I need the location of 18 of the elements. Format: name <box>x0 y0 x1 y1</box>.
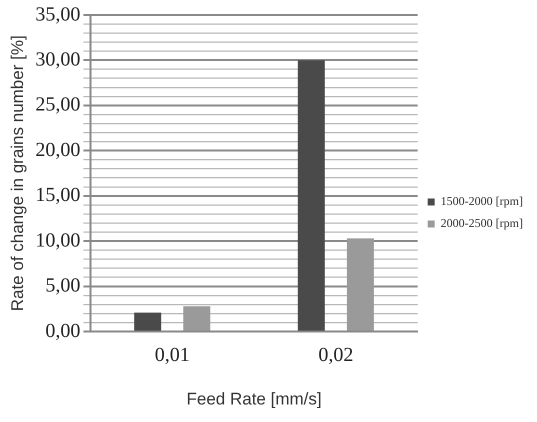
bar <box>134 312 162 331</box>
y-tick-label: 25,00 <box>35 94 80 116</box>
x-axis-title: Feed Rate [mm/s] <box>186 389 322 408</box>
legend-label: 1500-2000 [rpm] <box>440 194 524 208</box>
bar <box>183 306 210 331</box>
x-tick-label: 0,01 <box>154 344 190 366</box>
y-tick-label: 20,00 <box>35 138 80 161</box>
y-tick-label: 5,00 <box>45 274 80 297</box>
y-tick-label: 15,00 <box>35 184 80 206</box>
y-tick-label: 35,00 <box>35 3 80 26</box>
legend-label: 2000-2500 [rpm] <box>440 216 524 230</box>
x-tick-label: 0,02 <box>318 344 354 366</box>
y-tick-label: 30,00 <box>35 48 80 70</box>
y-axis-title: Rate of change in grains number [%] <box>8 35 27 312</box>
y-tick-label: 0,00 <box>45 320 80 342</box>
y-tick-label: 10,00 <box>35 229 80 252</box>
bar <box>298 60 325 331</box>
bar <box>346 238 374 331</box>
